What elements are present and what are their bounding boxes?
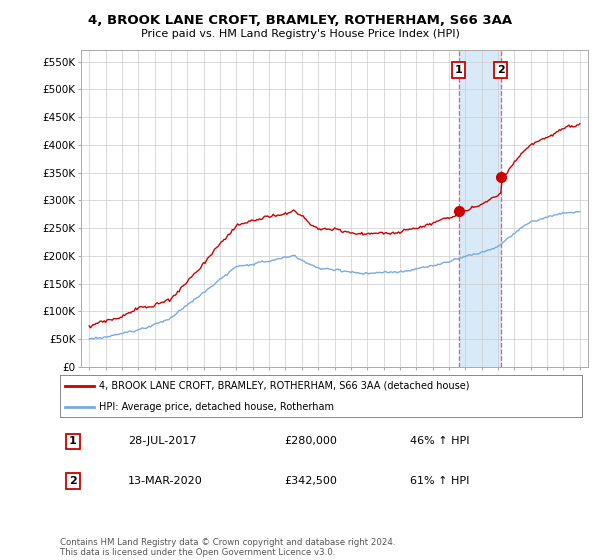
Text: 2: 2 xyxy=(497,65,505,75)
Text: 4, BROOK LANE CROFT, BRAMLEY, ROTHERHAM, S66 3AA (detached house): 4, BROOK LANE CROFT, BRAMLEY, ROTHERHAM,… xyxy=(99,381,470,391)
Text: 61% ↑ HPI: 61% ↑ HPI xyxy=(410,476,469,486)
Text: 13-MAR-2020: 13-MAR-2020 xyxy=(128,476,203,486)
Text: 4, BROOK LANE CROFT, BRAMLEY, ROTHERHAM, S66 3AA: 4, BROOK LANE CROFT, BRAMLEY, ROTHERHAM,… xyxy=(88,14,512,27)
Text: 28-JUL-2017: 28-JUL-2017 xyxy=(128,436,196,446)
Text: 2: 2 xyxy=(69,476,77,486)
Text: Contains HM Land Registry data © Crown copyright and database right 2024.
This d: Contains HM Land Registry data © Crown c… xyxy=(60,538,395,557)
Text: 1: 1 xyxy=(455,65,463,75)
Text: Price paid vs. HM Land Registry's House Price Index (HPI): Price paid vs. HM Land Registry's House … xyxy=(140,29,460,39)
Text: 46% ↑ HPI: 46% ↑ HPI xyxy=(410,436,469,446)
Text: 1: 1 xyxy=(69,436,77,446)
Text: £342,500: £342,500 xyxy=(284,476,337,486)
Bar xyxy=(458,50,501,367)
Text: HPI: Average price, detached house, Rotherham: HPI: Average price, detached house, Roth… xyxy=(99,402,334,412)
Text: £280,000: £280,000 xyxy=(284,436,337,446)
